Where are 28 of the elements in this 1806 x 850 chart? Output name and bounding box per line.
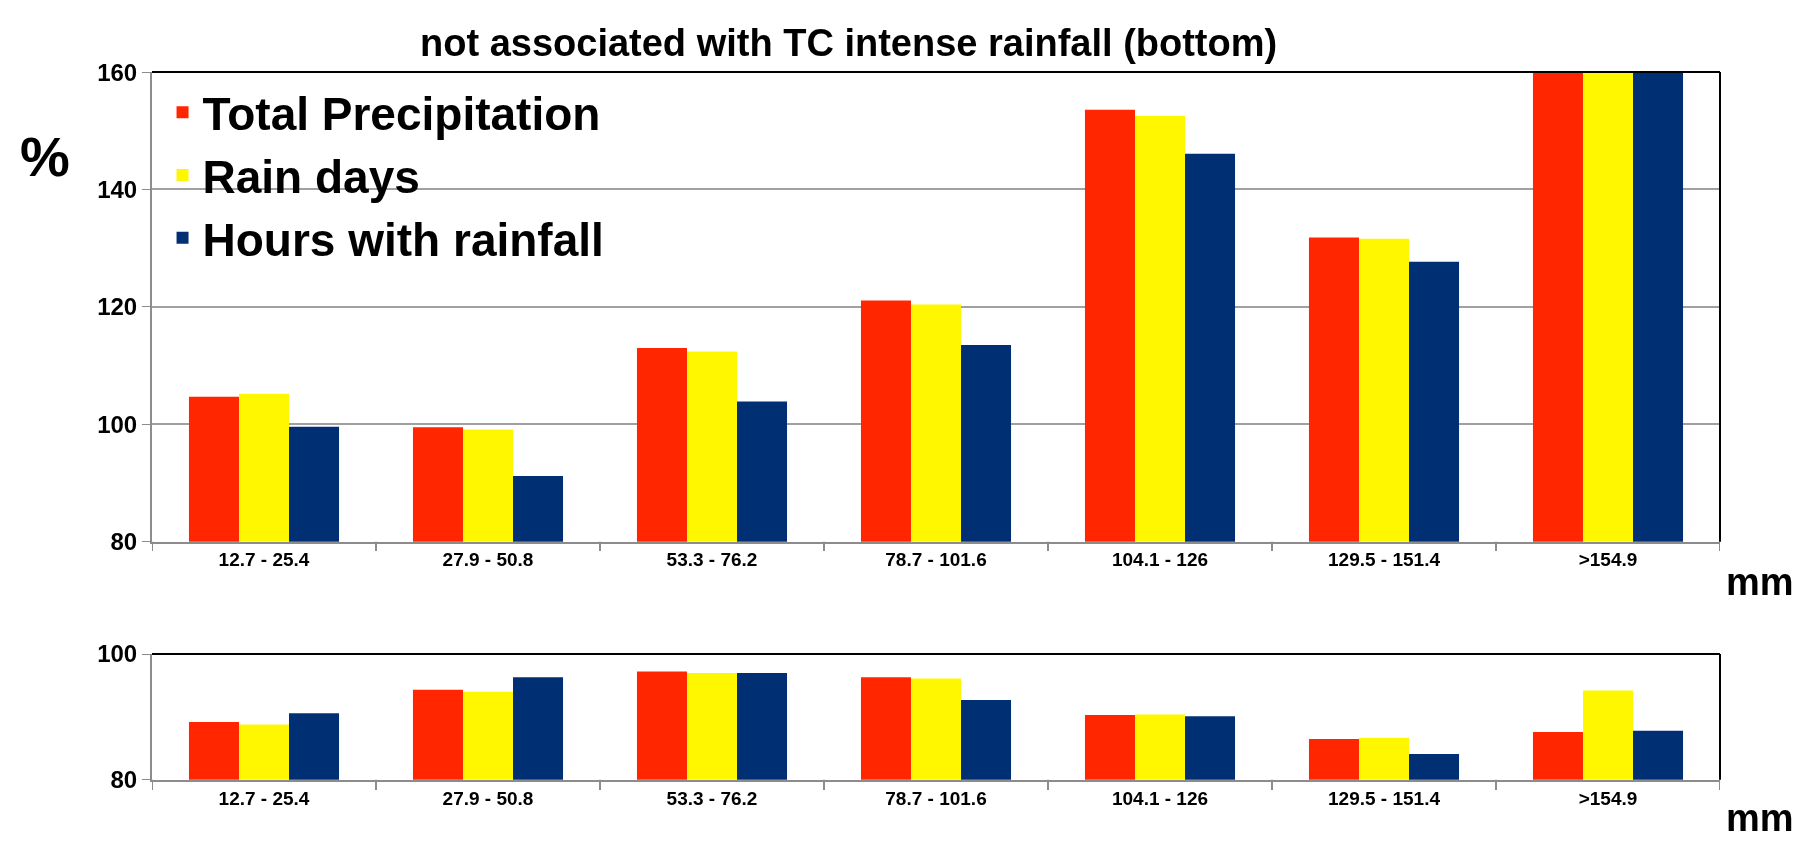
y-tick-label: 100	[97, 640, 138, 668]
x-tick-label: 12.7 - 25.4	[218, 787, 310, 809]
legend-label: Hours with rainfall	[202, 213, 604, 266]
x-tick-label: 78.7 - 101.6	[885, 549, 987, 571]
x-tick-label: 53.3 - 76.2	[666, 549, 758, 571]
x-axis-title: mm	[1726, 561, 1794, 603]
y-tick-label: 140	[97, 175, 138, 203]
y-tick-label: 120	[97, 293, 138, 321]
y-tick-label: 80	[110, 528, 138, 556]
x-axis-title: mm	[1726, 797, 1794, 839]
x-tick-label: 27.9 - 50.8	[442, 787, 534, 809]
y-axis-title: %	[20, 125, 70, 188]
x-tick-label: 104.1 - 126	[1111, 549, 1209, 571]
x-tick-label: 78.7 - 101.6	[885, 787, 987, 809]
y-tick-label: 160	[97, 58, 138, 86]
legend-label: Total Precipitation	[202, 88, 601, 141]
y-tick-label: 100	[97, 410, 138, 438]
y-tick-label: 80	[110, 766, 138, 794]
x-tick-label: 104.1 - 126	[1111, 787, 1209, 809]
x-tick-label: >154.9	[1578, 787, 1638, 809]
x-tick-label: >154.9	[1578, 549, 1638, 571]
x-tick-label: 53.3 - 76.2	[666, 787, 758, 809]
x-tick-label: 129.5 - 151.4	[1328, 549, 1441, 571]
x-tick-label: 129.5 - 151.4	[1328, 787, 1441, 809]
chart-title: not associated with TC intense rainfall (bottom)	[420, 22, 1278, 64]
legend-label: Rain days	[202, 150, 420, 203]
x-tick-label: 12.7 - 25.4	[218, 549, 310, 571]
x-tick-label: 27.9 - 50.8	[442, 549, 534, 571]
